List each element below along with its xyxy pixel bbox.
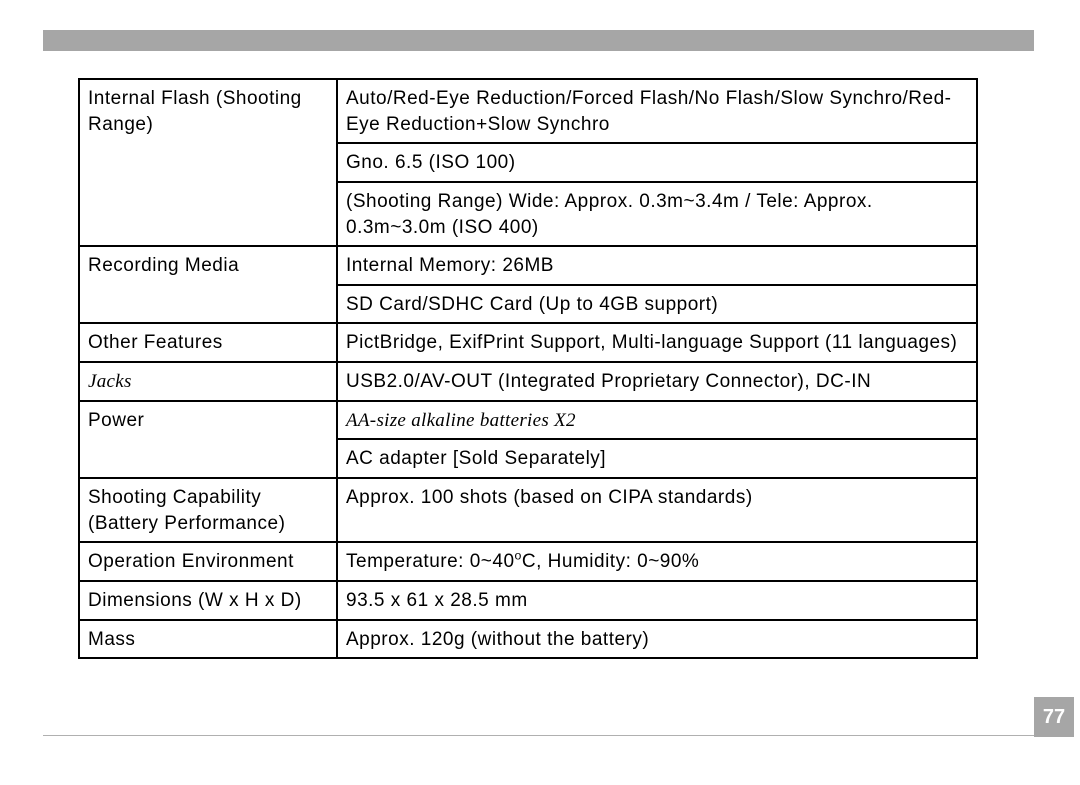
spec-label: Power [79, 401, 337, 478]
spec-label: Dimensions (W x H x D) [79, 581, 337, 620]
table-row: Other FeaturesPictBridge, ExifPrint Supp… [79, 323, 977, 362]
spec-value: Approx. 120g (without the battery) [337, 620, 977, 659]
spec-label: Jacks [79, 362, 337, 401]
spec-value: Auto/Red-Eye Reduction/Forced Flash/No F… [337, 79, 977, 143]
spec-value: AA-size alkaline batteries X2 [337, 401, 977, 440]
spec-table-container: Internal Flash (Shooting Range)Auto/Red-… [78, 78, 978, 659]
spec-value: Temperature: 0~40oC, Humidity: 0~90% [337, 542, 977, 581]
spec-value: Approx. 100 shots (based on CIPA standar… [337, 478, 977, 542]
footer-line [43, 735, 1034, 736]
table-row: JacksUSB2.0/AV-OUT (Integrated Proprieta… [79, 362, 977, 401]
table-row: Internal Flash (Shooting Range)Auto/Red-… [79, 79, 977, 143]
table-row: Shooting Capability(Battery Performance)… [79, 478, 977, 542]
table-row: PowerAA-size alkaline batteries X2 [79, 401, 977, 440]
spec-label: Other Features [79, 323, 337, 362]
header-bar [43, 30, 1034, 51]
spec-value: PictBridge, ExifPrint Support, Multi-lan… [337, 323, 977, 362]
table-row: Dimensions (W x H x D)93.5 x 61 x 28.5 m… [79, 581, 977, 620]
spec-value: (Shooting Range) Wide: Approx. 0.3m~3.4m… [337, 182, 977, 246]
spec-label: Operation Environment [79, 542, 337, 581]
spec-value: 93.5 x 61 x 28.5 mm [337, 581, 977, 620]
spec-label: Recording Media [79, 246, 337, 323]
page-number: 77 [1034, 697, 1074, 737]
spec-value: Gno. 6.5 (ISO 100) [337, 143, 977, 182]
spec-label: Mass [79, 620, 337, 659]
table-row: Recording MediaInternal Memory: 26MB [79, 246, 977, 285]
spec-value: Internal Memory: 26MB [337, 246, 977, 285]
spec-value: SD Card/SDHC Card (Up to 4GB support) [337, 285, 977, 324]
spec-label: Shooting Capability(Battery Performance) [79, 478, 337, 542]
table-row: MassApprox. 120g (without the battery) [79, 620, 977, 659]
spec-value: USB2.0/AV-OUT (Integrated Proprietary Co… [337, 362, 977, 401]
spec-table: Internal Flash (Shooting Range)Auto/Red-… [78, 78, 978, 659]
table-row: Operation EnvironmentTemperature: 0~40oC… [79, 542, 977, 581]
spec-value: AC adapter [Sold Separately] [337, 439, 977, 478]
spec-label: Internal Flash (Shooting Range) [79, 79, 337, 246]
